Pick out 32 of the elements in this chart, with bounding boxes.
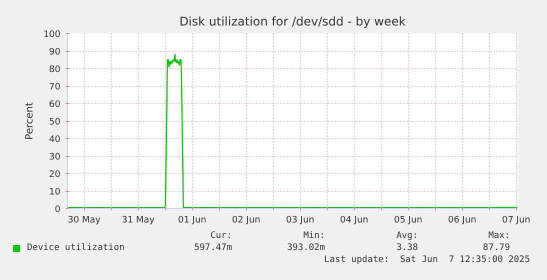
text: Avg: [396,230,418,243]
x-tick-label: 03 Jun [286,216,314,226]
text: 597.47m [194,242,232,255]
y-tick-label: 10 [49,188,61,198]
y-tick-label: 40 [49,135,61,145]
x-tick-label: 30 May [68,216,102,226]
x-tick-label: 07 Jun [502,216,530,226]
legend-label: Device utilization [27,242,125,255]
text: Min: [303,230,325,243]
y-tick-label: 60 [49,100,61,110]
x-tick-label: 01 Jun [178,216,206,226]
y-tick-label: 70 [49,82,61,92]
x-tick-label: 06 Jun [448,216,476,226]
text: Max: [488,230,510,243]
x-tick-label: 05 Jun [394,216,422,226]
text: Last update: Sat Jun 7 12:35:00 2025 [324,254,530,267]
y-tick-label: 90 [49,48,61,58]
x-tick-label: 02 Jun [232,216,260,226]
y-tick-label: 100 [43,30,61,40]
x-tick-label: 31 May [122,216,156,226]
text: 87.79 [482,242,510,255]
x-tick-label: 04 Jun [340,216,368,226]
y-tick-label: 80 [49,65,61,75]
y-tick-label: 0 [54,205,61,215]
text: 3.38 [396,242,418,255]
y-tick-label: 20 [49,170,61,180]
y-axis-title: Percent [24,102,36,140]
y-tick-label: 50 [49,118,61,128]
text: Cur: [210,230,232,243]
text: 393.02m [287,242,325,255]
chart-title: Disk utilization for /dev/sdd - by week [179,14,406,28]
y-tick-label: 30 [49,152,61,162]
